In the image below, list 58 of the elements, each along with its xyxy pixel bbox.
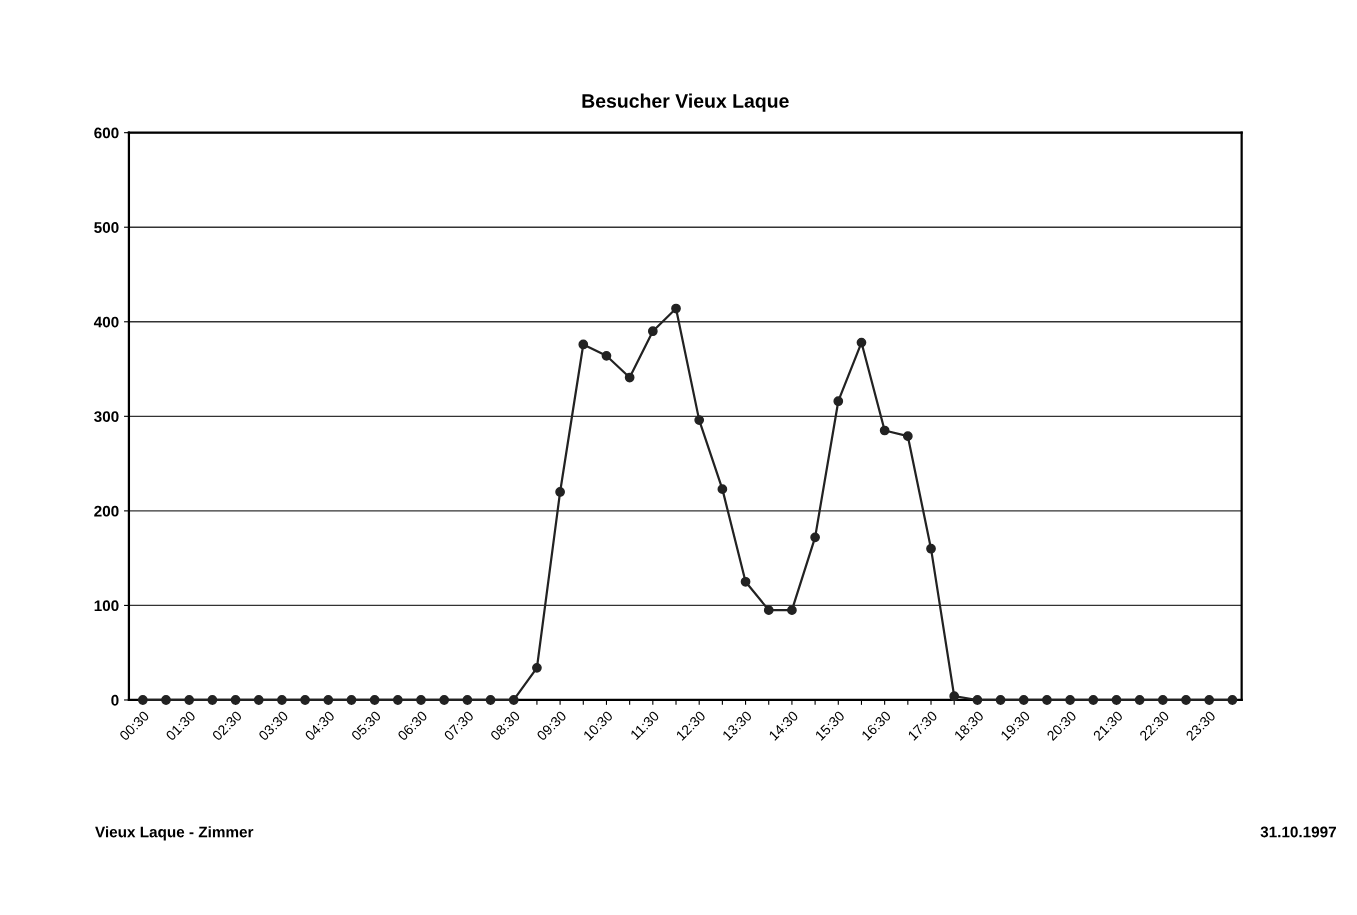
point	[972, 695, 983, 705]
chart-title: Besucher Vieux Laque	[582, 93, 789, 112]
point	[833, 396, 844, 407]
point	[277, 695, 287, 705]
text: 31.10.1997	[1260, 826, 1336, 838]
point	[810, 532, 820, 543]
y-tick-label: 300	[94, 411, 119, 423]
point	[508, 695, 519, 705]
point	[532, 662, 542, 673]
point	[1157, 695, 1168, 705]
y-tick-label: 400	[93, 316, 119, 328]
point	[555, 487, 565, 497]
point	[207, 695, 218, 705]
point	[787, 605, 797, 616]
y-tick-label: 600	[94, 127, 119, 139]
point	[647, 326, 658, 337]
point	[1065, 695, 1075, 705]
point	[624, 372, 635, 383]
point	[1181, 695, 1191, 705]
point	[601, 350, 612, 361]
point	[1134, 695, 1145, 705]
y-tick-label: 100	[94, 600, 119, 612]
point	[416, 695, 426, 705]
point	[902, 431, 913, 442]
point	[856, 337, 867, 348]
point	[949, 691, 960, 702]
point	[485, 695, 496, 705]
point	[230, 695, 241, 705]
y-tick-label: 200	[94, 505, 119, 517]
point	[137, 695, 148, 705]
point	[694, 415, 705, 425]
point	[1227, 695, 1238, 705]
point	[1088, 695, 1099, 705]
point	[369, 695, 380, 705]
point	[763, 605, 774, 616]
y-tick-label: 0	[111, 694, 119, 706]
point	[717, 484, 728, 494]
point	[926, 543, 936, 554]
point	[1042, 695, 1052, 705]
point	[392, 695, 403, 705]
point	[1204, 695, 1215, 705]
point	[879, 425, 890, 436]
y-tick-label: 500	[94, 222, 119, 233]
point	[253, 695, 264, 705]
point	[671, 303, 681, 314]
point	[1111, 695, 1122, 705]
point	[462, 695, 473, 705]
point	[740, 576, 751, 587]
point	[161, 695, 171, 705]
point	[323, 695, 334, 705]
point	[300, 695, 310, 705]
point	[439, 695, 450, 705]
text: Vieux Laque - Zimmer	[95, 826, 254, 841]
point	[578, 339, 589, 350]
point	[346, 695, 357, 705]
point	[1018, 695, 1029, 705]
point	[184, 695, 195, 705]
point	[995, 695, 1006, 705]
